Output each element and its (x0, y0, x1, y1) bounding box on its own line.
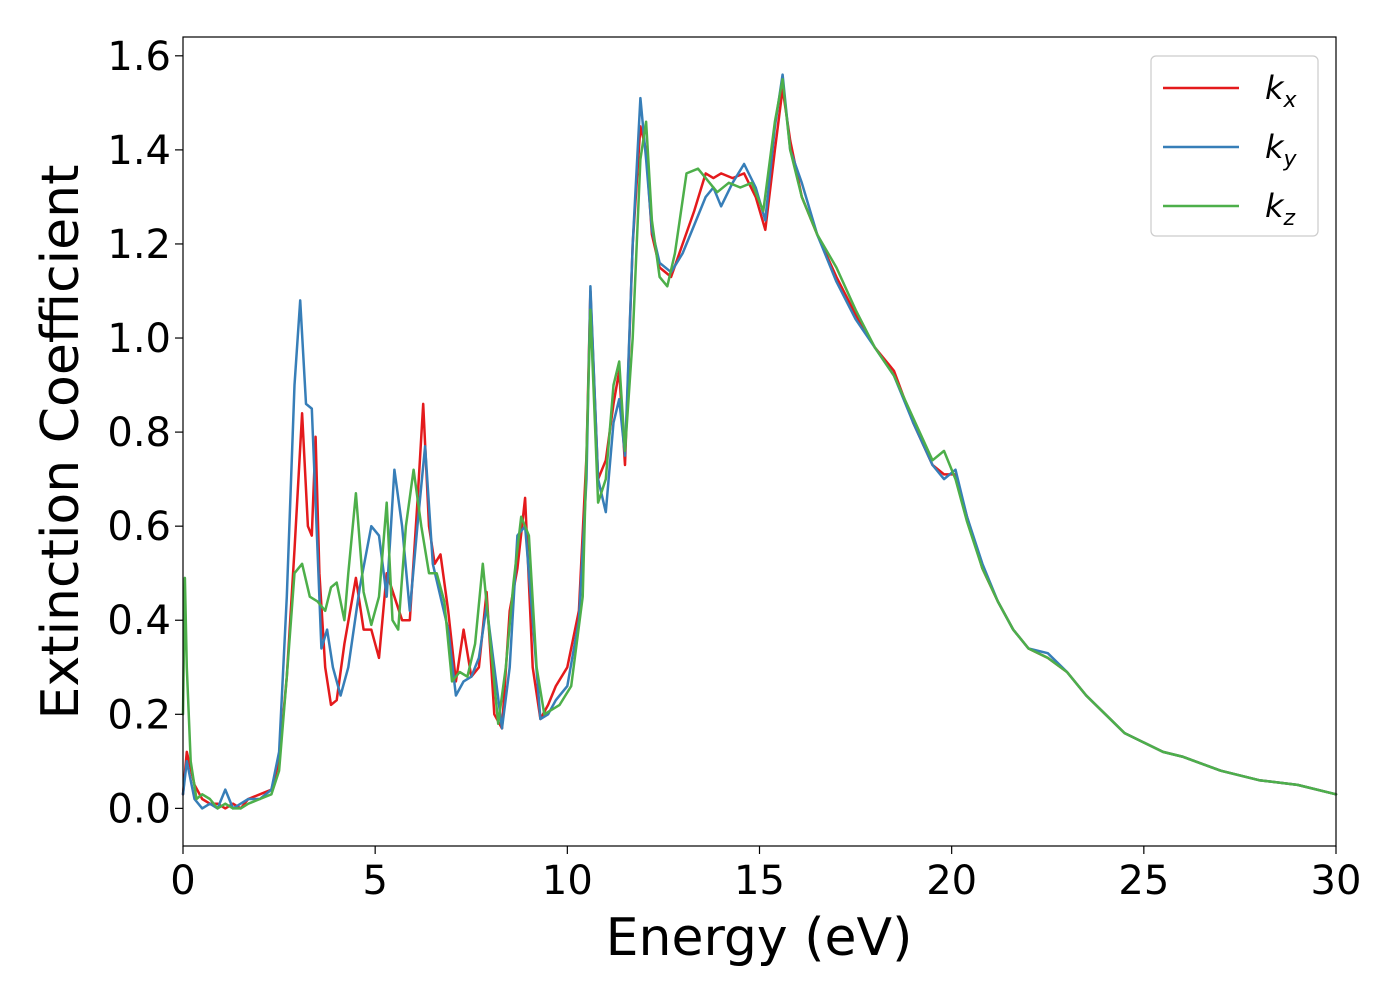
plot-area (183, 37, 1336, 846)
legend-label-ky: ky (1265, 128, 1298, 172)
x-tick-label: 30 (1311, 858, 1362, 904)
x-axis-label: Energy (eV) (606, 908, 913, 968)
plot-background (183, 37, 1336, 846)
y-axis-label: Extinction Coefficient (31, 165, 91, 720)
legend: kx ky kz (1150, 55, 1319, 237)
series-layer (181, 73, 1338, 810)
series-line-kz (181, 78, 1338, 810)
y-tick-label: 0.2 (107, 692, 171, 738)
y-tick-label: 0.6 (107, 504, 171, 550)
x-tick-label: 20 (926, 858, 977, 904)
legend-label-kx: kx (1265, 69, 1298, 113)
x-tick-label: 5 (362, 858, 387, 904)
y-tick-label: 1.2 (107, 222, 171, 268)
y-tick-label: 1.0 (107, 316, 171, 362)
y-tick-label: 0.0 (107, 786, 171, 832)
y-tick-label: 1.4 (107, 128, 171, 174)
x-tick-label: 15 (734, 858, 785, 904)
legend-label-kz: kz (1265, 187, 1296, 231)
x-tick-label: 25 (1118, 858, 1169, 904)
axes-layer: 0 5 10 15 20 25 30 0.0 0.2 0.4 0.6 0.8 1.0 1.2 1.4 1.6 (107, 34, 1361, 904)
x-tick-label: 10 (542, 858, 593, 904)
x-tick-label: 0 (170, 858, 195, 904)
y-tick-label: 1.6 (107, 34, 171, 80)
y-tick-label: 0.8 (107, 410, 171, 456)
y-tick-label: 0.4 (107, 598, 171, 644)
